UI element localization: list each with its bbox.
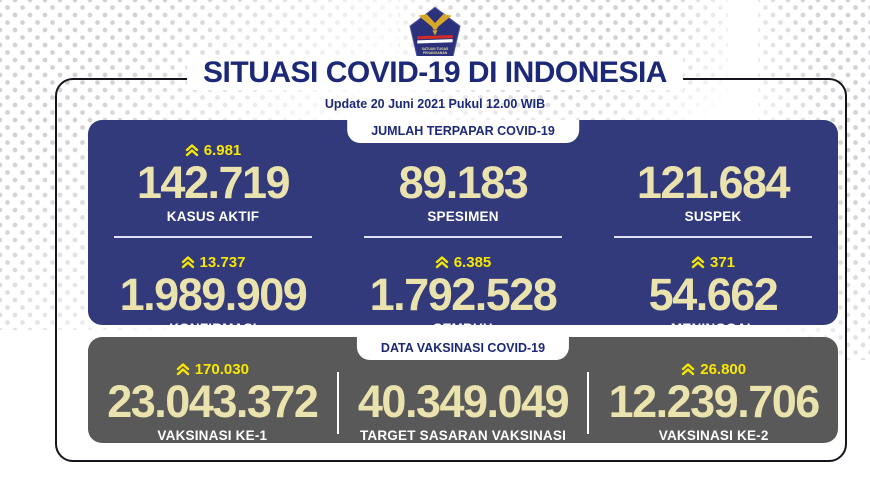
increase-chevrons-icon [435,256,448,269]
vaccination-panel: DATA VAKSINASI COVID-19 170.030 23.043.3… [88,337,838,443]
stat-kasus-aktif: 6.981 142.719 KASUS AKTIF [114,141,312,238]
stat-konfirmasi: 13.737 1.989.909 KONFIRMASI [114,253,312,336]
exposure-panel-badge: JUMLAH TERPAPAR COVID-19 [347,120,579,143]
logo-caption-line: PENANGANAN [423,51,448,55]
increase-chevrons-icon [691,256,705,269]
delta-value: 6.385 [453,253,492,271]
stat-label: TARGET SASARAN VAKSINASI [359,427,567,443]
stat-meninggal: 371 54.662 MENINGGAL [614,253,812,336]
stat-value: 12.239.706 [608,376,821,427]
increase-chevrons-icon [176,363,189,376]
logo-caption-line: SATUAN TUGAS [422,47,449,51]
stat-value: 1.989.909 [119,268,308,320]
stat-vaksinasi-ke-2: 26.800 12.239.706 VAKSINASI KE-2 [597,360,830,443]
stat-value: 121.684 [636,157,791,208]
stat-value: 89.183 [398,157,529,208]
exposure-row-2: 13.737 1.989.909 KONFIRMASI 6.385 1.792.… [88,238,838,336]
stat-label: KASUS AKTIF [166,208,260,224]
stat-label: KONFIRMASI [169,320,257,336]
vaccination-row: 170.030 23.043.372 VAKSINASI KE-1 40.349… [88,337,838,443]
exposure-panel: JUMLAH TERPAPAR COVID-19 6.981 142.719 K… [88,120,838,336]
daily-increase: 170.030 [96,360,329,379]
exposure-row-1: 6.981 142.719 KASUS AKTIF 89.183 SPESIME… [88,120,838,238]
stat-label: SPESIMEN [427,208,499,224]
stat-value: 40.349.049 [357,376,570,427]
stat-value: 23.043.372 [107,376,319,427]
delta-value: 13.737 [199,253,246,271]
stat-value: 1.792.528 [369,268,558,320]
stat-label: SUSPEK [684,208,742,224]
stat-suspek: 121.684 SUSPEK [614,141,812,238]
daily-increase: 6.385 [364,253,562,272]
stat-vaksinasi-ke-1: 170.030 23.043.372 VAKSINASI KE-1 [96,360,329,443]
vaccination-panel-badge: DATA VAKSINASI COVID-19 [356,337,570,360]
daily-increase: 26.800 [597,360,830,379]
delta-value: 26.800 [700,361,747,378]
daily-increase: 6.981 [114,141,312,160]
stat-label: VAKSINASI KE-2 [658,427,769,443]
increase-chevrons-icon [185,144,198,157]
stat-label: VAKSINASI KE-1 [157,427,268,443]
delta-value: 170.030 [194,361,249,378]
stat-value: 142.719 [136,157,291,208]
delta-value: 371 [709,253,736,271]
daily-increase: 371 [614,253,812,272]
increase-chevrons-icon [181,256,194,269]
increase-chevrons-icon [682,363,695,376]
stat-label: SEMBUH [433,320,493,336]
stat-sembuh: 6.385 1.792.528 SEMBUH [364,253,562,336]
vertical-divider [336,372,339,434]
daily-increase: 13.737 [114,253,312,272]
vertical-divider [587,372,590,434]
page-title: SITUASI COVID-19 DI INDONESIA [187,56,683,90]
delta-value: 6.981 [203,142,242,159]
stat-label: MENINGGAL [670,320,756,336]
stat-spesimen: 89.183 SPESIMEN [364,141,562,238]
stat-value: 54.662 [648,268,779,320]
update-timestamp: Update 20 Juni 2021 Pukul 12.00 WIB [324,97,546,111]
stat-target-sasaran: 40.349.049 TARGET SASARAN VAKSINASI [347,360,580,443]
